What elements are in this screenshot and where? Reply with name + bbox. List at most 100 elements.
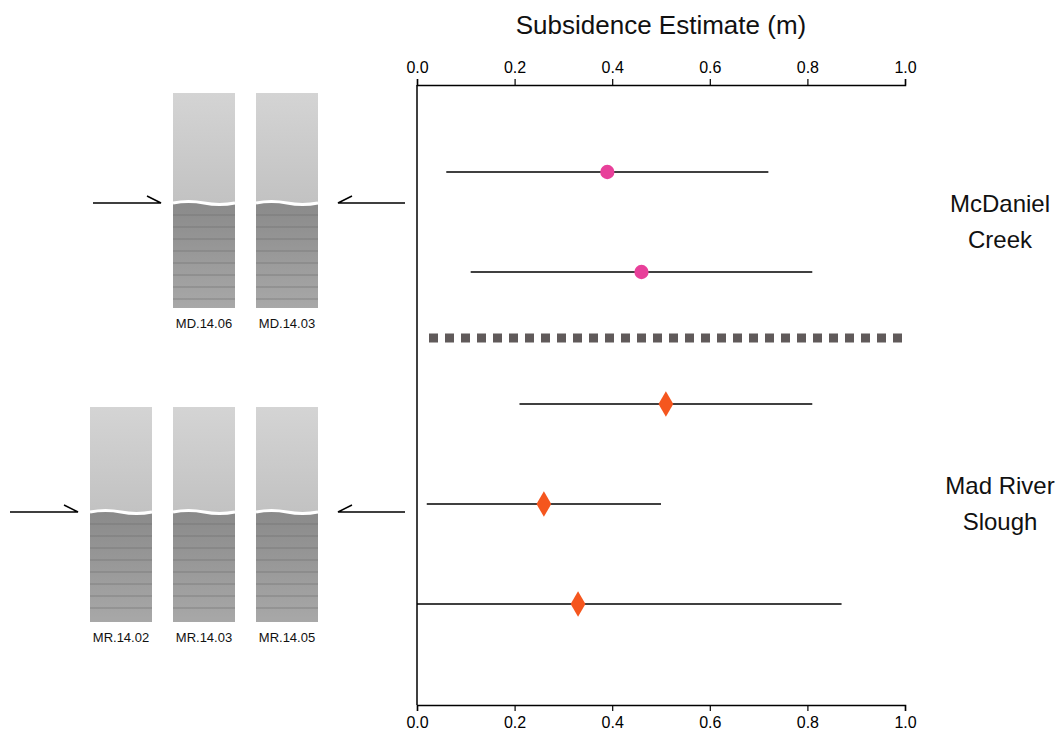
- tick-mark: [417, 705, 418, 711]
- core-layer: [256, 524, 318, 525]
- error-bar: [417, 603, 842, 605]
- core-layer: [90, 572, 152, 573]
- tick-mark: [807, 705, 808, 711]
- core-label: MD.14.06: [176, 316, 232, 331]
- axis-title: Subsidence Estimate (m): [516, 10, 806, 40]
- core-layer: [90, 584, 152, 585]
- tick-label: 0.0: [406, 59, 428, 76]
- core-layer: [173, 524, 235, 525]
- core-label: MR.14.05: [259, 630, 315, 645]
- core-layer: [256, 251, 318, 252]
- arrow: [338, 196, 405, 203]
- tick: 0.4: [602, 59, 624, 85]
- frame-left: [416, 85, 418, 705]
- core-layer: [90, 596, 152, 597]
- core-layer: [173, 239, 235, 240]
- core-layer: [173, 608, 235, 609]
- tick-mark: [417, 79, 418, 85]
- tick: 0.2: [504, 705, 526, 731]
- core-layer: [173, 227, 235, 228]
- core-layer: [90, 560, 152, 561]
- core-layer: [256, 608, 318, 609]
- tick: 1.0: [894, 59, 916, 85]
- tick: 0.4: [602, 705, 624, 731]
- x-axis-top: 0.0 0.2 0.4 0.6 0.8 1.0: [406, 59, 916, 86]
- tick-label: 0.6: [699, 714, 721, 731]
- contact-line: [90, 511, 152, 514]
- tick-label: 0.4: [602, 714, 624, 731]
- group-separator: [429, 334, 905, 343]
- tick-mark: [807, 79, 808, 85]
- core-layer: [173, 251, 235, 252]
- core-layer: [173, 215, 235, 216]
- core-layer: [90, 524, 152, 525]
- tick: 0.6: [699, 59, 721, 85]
- core-layer: [173, 572, 235, 573]
- point: [634, 265, 648, 279]
- core-image-bottom: [173, 203, 235, 308]
- core-layer: [173, 287, 235, 288]
- core-layer: [256, 572, 318, 573]
- contact-line: [173, 511, 235, 514]
- tick-mark: [612, 79, 613, 85]
- axis-line: [418, 79, 906, 86]
- core-group: [90, 407, 318, 622]
- point: [658, 391, 673, 417]
- arrow: [93, 196, 161, 203]
- tick: 0.0: [406, 705, 428, 731]
- core-layer: [173, 536, 235, 537]
- tick-label: 0.8: [797, 59, 819, 76]
- tick: 0.2: [504, 59, 526, 85]
- core-layer: [256, 596, 318, 597]
- contact-line: [173, 202, 235, 205]
- core-layer: [256, 239, 318, 240]
- core-image-top: [173, 93, 235, 203]
- core-group: [173, 93, 318, 308]
- tick-mark: [514, 705, 515, 711]
- tick: 0.8: [797, 59, 819, 85]
- chart: 0.0 0.2 0.4 0.6 0.8 1.0 0.0 0.2 0.4 0.6 0.8 1.0 Subs…: [0, 0, 1060, 746]
- tick-label: 1.0: [894, 59, 916, 76]
- tick-mark: [710, 79, 711, 85]
- core-layer: [173, 263, 235, 264]
- point: [600, 165, 614, 179]
- core-label: MR.14.02: [93, 630, 149, 645]
- x-axis-bottom: 0.0 0.2 0.4 0.6 0.8 1.0: [406, 705, 916, 731]
- core-layer: [256, 275, 318, 276]
- point: [571, 591, 586, 617]
- core-layer: [256, 287, 318, 288]
- core-image-bottom: [256, 203, 318, 308]
- tick-mark: [710, 705, 711, 711]
- core-label: MR.14.03: [176, 630, 232, 645]
- contact-line: [256, 202, 318, 205]
- core-layer: [256, 215, 318, 216]
- tick-label: 0.2: [504, 714, 526, 731]
- core-layer: [173, 275, 235, 276]
- core-image-top: [256, 407, 318, 512]
- tick: 0.6: [699, 705, 721, 731]
- tick-mark: [905, 79, 906, 85]
- tick: 0.8: [797, 705, 819, 731]
- core-layer: [90, 548, 152, 549]
- core-image-bottom: [90, 512, 152, 622]
- arrow: [10, 505, 78, 512]
- tick-label: 0.2: [504, 59, 526, 76]
- tick: 1.0: [894, 705, 916, 731]
- core-layer: [90, 608, 152, 609]
- core-image-top: [256, 93, 318, 203]
- core-layer: [173, 548, 235, 549]
- contact-line: [256, 511, 318, 514]
- tick-label: 0.6: [699, 59, 721, 76]
- tick: 0.0: [406, 59, 428, 85]
- core-layer: [173, 560, 235, 561]
- tick-label: 0.8: [797, 714, 819, 731]
- core-layer: [256, 299, 318, 300]
- tick-label: 1.0: [894, 714, 916, 731]
- core-image-top: [90, 407, 152, 512]
- tick-label: 0.4: [602, 59, 624, 76]
- tick-mark: [514, 79, 515, 85]
- core-layer: [256, 263, 318, 264]
- core-label: MD.14.03: [259, 316, 315, 331]
- tick-mark: [905, 705, 906, 711]
- group-label: Mad RiverSlough: [945, 472, 1054, 535]
